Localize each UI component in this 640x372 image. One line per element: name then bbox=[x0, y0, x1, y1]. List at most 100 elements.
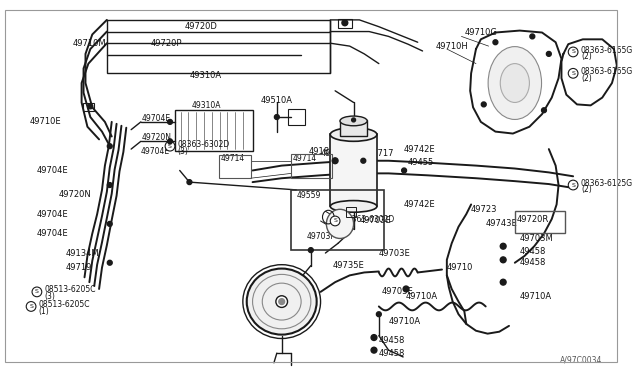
Text: 08513-6205C: 08513-6205C bbox=[39, 300, 90, 309]
Circle shape bbox=[500, 243, 506, 249]
Text: S: S bbox=[571, 183, 575, 187]
Text: 49510A: 49510A bbox=[260, 96, 292, 105]
Text: 49703E: 49703E bbox=[381, 288, 413, 296]
Text: 49719: 49719 bbox=[66, 263, 92, 272]
Text: 49710E: 49710E bbox=[29, 118, 61, 126]
Circle shape bbox=[108, 144, 112, 148]
Text: 49717: 49717 bbox=[367, 150, 394, 158]
Text: 49723: 49723 bbox=[471, 205, 498, 214]
Circle shape bbox=[275, 115, 279, 119]
Text: 49714: 49714 bbox=[221, 154, 244, 163]
Text: 49704E: 49704E bbox=[37, 166, 68, 175]
Text: 49703F: 49703F bbox=[307, 232, 336, 241]
Text: 49703E: 49703E bbox=[379, 248, 411, 257]
Ellipse shape bbox=[330, 128, 377, 141]
Text: (2): (2) bbox=[581, 74, 591, 83]
Circle shape bbox=[402, 168, 406, 173]
Text: 49559: 49559 bbox=[333, 191, 358, 200]
Circle shape bbox=[568, 47, 578, 57]
Bar bbox=[291, 154, 332, 178]
Bar bbox=[175, 110, 253, 151]
Ellipse shape bbox=[247, 269, 317, 335]
Ellipse shape bbox=[330, 201, 377, 212]
Text: 08363-6165G: 08363-6165G bbox=[581, 45, 633, 55]
Circle shape bbox=[361, 158, 365, 163]
Text: 49703E: 49703E bbox=[360, 217, 391, 225]
Text: 49310A: 49310A bbox=[191, 101, 221, 110]
Text: 49704E: 49704E bbox=[141, 147, 170, 155]
Circle shape bbox=[541, 108, 547, 113]
Text: 49310A: 49310A bbox=[189, 71, 221, 80]
Text: S: S bbox=[35, 289, 39, 294]
Text: 49458: 49458 bbox=[379, 349, 405, 357]
Circle shape bbox=[108, 221, 112, 226]
Bar bbox=[330, 134, 377, 206]
Circle shape bbox=[108, 260, 112, 265]
Circle shape bbox=[88, 104, 93, 109]
Bar bbox=[515, 211, 565, 232]
Circle shape bbox=[371, 335, 377, 340]
Circle shape bbox=[332, 158, 338, 164]
Circle shape bbox=[376, 312, 381, 317]
Text: 49761: 49761 bbox=[321, 150, 347, 158]
Ellipse shape bbox=[500, 64, 529, 102]
Text: S: S bbox=[571, 71, 575, 76]
Text: 49458: 49458 bbox=[379, 336, 405, 345]
Circle shape bbox=[568, 180, 578, 190]
Circle shape bbox=[530, 34, 535, 39]
Text: 49720N: 49720N bbox=[58, 190, 91, 199]
Text: 49559: 49559 bbox=[296, 191, 321, 200]
Circle shape bbox=[403, 286, 409, 292]
Text: 49703M: 49703M bbox=[520, 234, 554, 243]
Text: 49742E: 49742E bbox=[403, 145, 435, 154]
Circle shape bbox=[187, 180, 192, 185]
Circle shape bbox=[32, 287, 42, 297]
Text: (3): (3) bbox=[343, 221, 354, 230]
Circle shape bbox=[342, 20, 348, 26]
Text: 49710: 49710 bbox=[447, 263, 473, 272]
Text: (3): (3) bbox=[178, 147, 189, 155]
Text: 49710G: 49710G bbox=[465, 28, 497, 37]
Text: (2): (2) bbox=[581, 185, 591, 195]
Circle shape bbox=[279, 299, 285, 305]
Bar bbox=[291, 190, 384, 250]
Text: (3): (3) bbox=[45, 292, 56, 301]
Text: 49720N: 49720N bbox=[142, 133, 172, 142]
Bar bbox=[340, 120, 367, 137]
Circle shape bbox=[168, 139, 172, 144]
Text: 49710H: 49710H bbox=[435, 42, 468, 51]
Text: (2): (2) bbox=[581, 52, 591, 61]
Circle shape bbox=[371, 347, 377, 353]
Text: 49710A: 49710A bbox=[520, 292, 552, 301]
Text: 08363-6302D: 08363-6302D bbox=[343, 215, 395, 224]
Circle shape bbox=[481, 102, 486, 107]
Circle shape bbox=[330, 216, 340, 226]
Text: S: S bbox=[571, 49, 575, 54]
Text: 49710M: 49710M bbox=[73, 39, 106, 48]
Circle shape bbox=[547, 51, 551, 56]
Text: 08363-6302D: 08363-6302D bbox=[178, 140, 230, 149]
Bar bbox=[346, 207, 356, 217]
Text: 49134M: 49134M bbox=[66, 248, 100, 257]
Circle shape bbox=[351, 118, 356, 122]
Circle shape bbox=[568, 68, 578, 78]
Text: (1): (1) bbox=[39, 307, 50, 316]
Text: S: S bbox=[333, 218, 337, 224]
Circle shape bbox=[500, 279, 506, 285]
Circle shape bbox=[308, 248, 313, 253]
Circle shape bbox=[500, 257, 506, 263]
Circle shape bbox=[165, 141, 175, 151]
Circle shape bbox=[26, 302, 36, 311]
Text: 49710A: 49710A bbox=[388, 317, 420, 326]
Text: 49742E: 49742E bbox=[403, 200, 435, 209]
Text: A/97C0034: A/97C0034 bbox=[560, 355, 602, 365]
Ellipse shape bbox=[276, 296, 287, 307]
Circle shape bbox=[493, 40, 498, 45]
Text: 49704E: 49704E bbox=[142, 113, 171, 122]
Text: 49125: 49125 bbox=[346, 193, 372, 202]
Text: 49458: 49458 bbox=[520, 258, 546, 267]
Text: 49455: 49455 bbox=[408, 158, 434, 167]
Text: 08363-6165G: 08363-6165G bbox=[581, 67, 633, 76]
Text: 49710A: 49710A bbox=[406, 292, 438, 301]
Bar bbox=[338, 19, 351, 28]
